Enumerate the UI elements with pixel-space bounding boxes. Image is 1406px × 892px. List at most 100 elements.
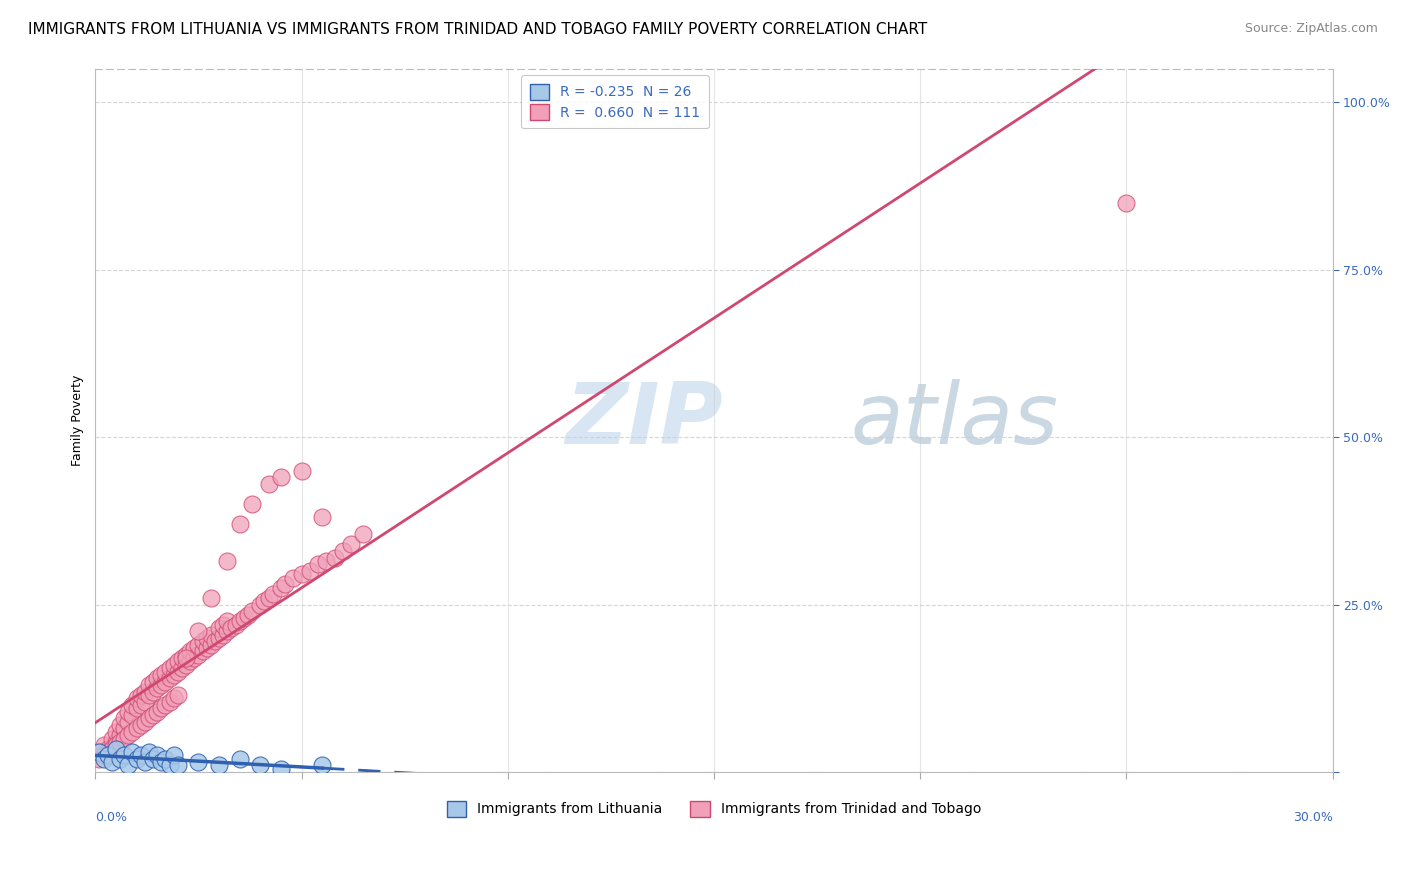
Point xyxy=(166,758,188,772)
Point xyxy=(112,731,135,746)
Point xyxy=(195,631,218,645)
Point xyxy=(232,611,254,625)
Point xyxy=(121,724,143,739)
Point xyxy=(89,751,111,765)
Point xyxy=(93,751,115,765)
Point xyxy=(146,681,169,696)
Point xyxy=(225,617,247,632)
Point xyxy=(142,684,165,698)
Point xyxy=(270,581,292,595)
Point xyxy=(159,695,181,709)
Point xyxy=(187,648,209,662)
Point xyxy=(134,684,156,698)
Point xyxy=(142,708,165,723)
Text: Source: ZipAtlas.com: Source: ZipAtlas.com xyxy=(1244,22,1378,36)
Point xyxy=(163,691,186,706)
Point xyxy=(253,594,276,608)
Text: atlas: atlas xyxy=(851,379,1059,462)
Point xyxy=(138,678,160,692)
Point xyxy=(117,758,139,772)
Point xyxy=(125,751,148,765)
Point xyxy=(108,728,131,742)
Point xyxy=(155,665,177,679)
Point xyxy=(217,615,239,629)
Point xyxy=(183,641,205,656)
Point xyxy=(352,527,374,541)
Point xyxy=(200,591,222,605)
Point xyxy=(155,751,177,765)
Point xyxy=(104,741,127,756)
Point xyxy=(183,651,205,665)
Point xyxy=(117,728,139,742)
Point xyxy=(142,674,165,689)
Point xyxy=(311,510,333,524)
Point xyxy=(150,678,173,692)
Point xyxy=(283,571,305,585)
Point xyxy=(159,758,181,772)
Point xyxy=(340,537,363,551)
Point xyxy=(187,638,209,652)
Point xyxy=(217,624,239,639)
Point xyxy=(307,558,329,572)
Point xyxy=(138,688,160,702)
Point xyxy=(125,691,148,706)
Point xyxy=(179,644,201,658)
Point xyxy=(150,755,173,769)
Text: IMMIGRANTS FROM LITHUANIA VS IMMIGRANTS FROM TRINIDAD AND TOBAGO FAMILY POVERTY : IMMIGRANTS FROM LITHUANIA VS IMMIGRANTS … xyxy=(28,22,928,37)
Point xyxy=(249,598,271,612)
Point xyxy=(200,638,222,652)
Point xyxy=(166,665,188,679)
Point xyxy=(104,738,127,752)
Point xyxy=(134,695,156,709)
Point xyxy=(101,755,124,769)
Point xyxy=(97,748,120,763)
Point xyxy=(208,621,231,635)
Point xyxy=(240,497,263,511)
Point xyxy=(240,604,263,618)
Point xyxy=(191,644,214,658)
Point xyxy=(290,567,312,582)
Point xyxy=(134,755,156,769)
Point xyxy=(117,705,139,719)
Point xyxy=(101,731,124,746)
Point xyxy=(187,755,209,769)
Point xyxy=(104,724,127,739)
Point xyxy=(93,748,115,763)
Point xyxy=(274,577,297,591)
Point xyxy=(208,758,231,772)
Point xyxy=(150,668,173,682)
Point xyxy=(129,698,152,712)
Point xyxy=(166,688,188,702)
Point xyxy=(1115,195,1137,210)
Point xyxy=(159,661,181,675)
Point xyxy=(249,758,271,772)
Point xyxy=(270,762,292,776)
Point xyxy=(146,671,169,685)
Point xyxy=(104,735,127,749)
Point xyxy=(195,641,218,656)
Legend: Immigrants from Lithuania, Immigrants from Trinidad and Tobago: Immigrants from Lithuania, Immigrants fr… xyxy=(439,792,990,825)
Point xyxy=(174,648,197,662)
Point xyxy=(315,554,337,568)
Point xyxy=(129,688,152,702)
Point xyxy=(163,657,186,672)
Point xyxy=(332,544,354,558)
Point xyxy=(121,698,143,712)
Text: 0.0%: 0.0% xyxy=(96,811,128,823)
Point xyxy=(108,735,131,749)
Point xyxy=(257,477,280,491)
Point xyxy=(191,634,214,648)
Point xyxy=(155,698,177,712)
Point xyxy=(97,745,120,759)
Point xyxy=(212,628,235,642)
Point xyxy=(125,722,148,736)
Point xyxy=(97,741,120,756)
Point xyxy=(142,751,165,765)
Point xyxy=(112,748,135,763)
Point xyxy=(174,657,197,672)
Point xyxy=(236,607,259,622)
Point xyxy=(121,745,143,759)
Text: ZIP: ZIP xyxy=(565,379,723,462)
Point xyxy=(108,718,131,732)
Point xyxy=(112,711,135,725)
